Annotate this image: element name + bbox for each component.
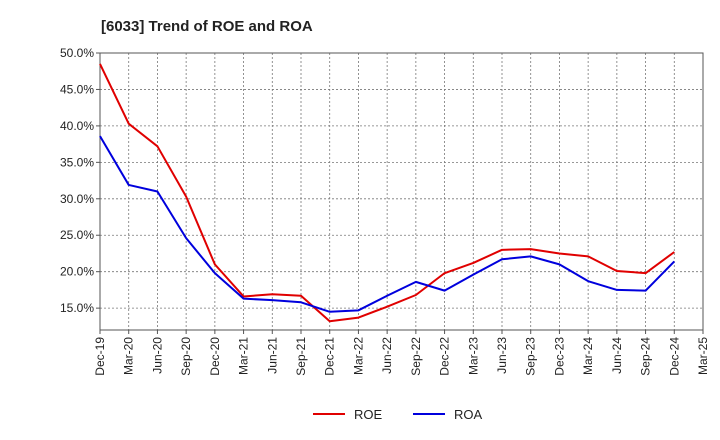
x-tick-label: Jun-24 <box>610 337 624 374</box>
series-line-roe <box>99 63 675 323</box>
x-tick-label: Dec-22 <box>438 337 452 376</box>
x-tick-label: Sep-20 <box>179 337 193 376</box>
x-tick-label: Dec-20 <box>208 337 222 376</box>
y-tick-label: 25.0% <box>60 228 94 242</box>
y-tick-label: 15.0% <box>60 301 94 315</box>
x-tick-label: Mar-21 <box>237 337 251 375</box>
x-tick-label: Jun-20 <box>150 337 164 374</box>
plot-area-frame <box>99 52 704 331</box>
x-tick-label: Sep-23 <box>524 337 538 376</box>
legend-label-roa: ROA <box>454 407 483 422</box>
series-line-roa <box>99 135 676 313</box>
x-tick-label: Sep-21 <box>294 337 308 376</box>
x-tick-label: Jun-21 <box>265 337 279 374</box>
x-tick-label: Mar-20 <box>122 337 136 375</box>
x-tick-label: Mar-22 <box>351 337 365 375</box>
x-tick-label: Dec-19 <box>93 337 107 376</box>
legend-label-roe: ROE <box>354 407 383 422</box>
x-tick-label: Sep-24 <box>639 337 653 376</box>
legend: ROE ROA <box>313 407 483 422</box>
y-tick-label: 40.0% <box>60 119 94 133</box>
x-axis-ticks: Dec-19 Mar-20 Jun-20 Sep-20 Dec-20 Mar-21 Jun-… <box>93 330 710 376</box>
series-lines <box>99 63 676 323</box>
y-tick-label: 30.0% <box>60 192 94 206</box>
x-tick-label: Jun-22 <box>380 337 394 374</box>
y-tick-label: 45.0% <box>60 82 94 96</box>
x-tick-label: Mar-24 <box>581 337 595 375</box>
x-tick-label: Mar-23 <box>466 337 480 375</box>
x-tick-label: Dec-21 <box>323 337 337 376</box>
x-tick-label: Sep-22 <box>409 337 423 376</box>
y-axis-ticks: 15.0% 20.0% 25.0% 30.0% 35.0% 40.0% 45.0% 50.0% <box>60 46 100 315</box>
chart-title: [6033] Trend of ROE and ROA <box>101 18 313 35</box>
y-tick-label: 35.0% <box>60 155 94 169</box>
y-tick-label: 50.0% <box>60 46 94 60</box>
y-tick-label: 20.0% <box>60 265 94 279</box>
x-tick-label: Dec-24 <box>667 337 681 376</box>
x-tick-label: Dec-23 <box>552 337 566 376</box>
x-tick-label: Jun-23 <box>495 337 509 374</box>
x-tick-label: Mar-25 <box>696 337 710 375</box>
